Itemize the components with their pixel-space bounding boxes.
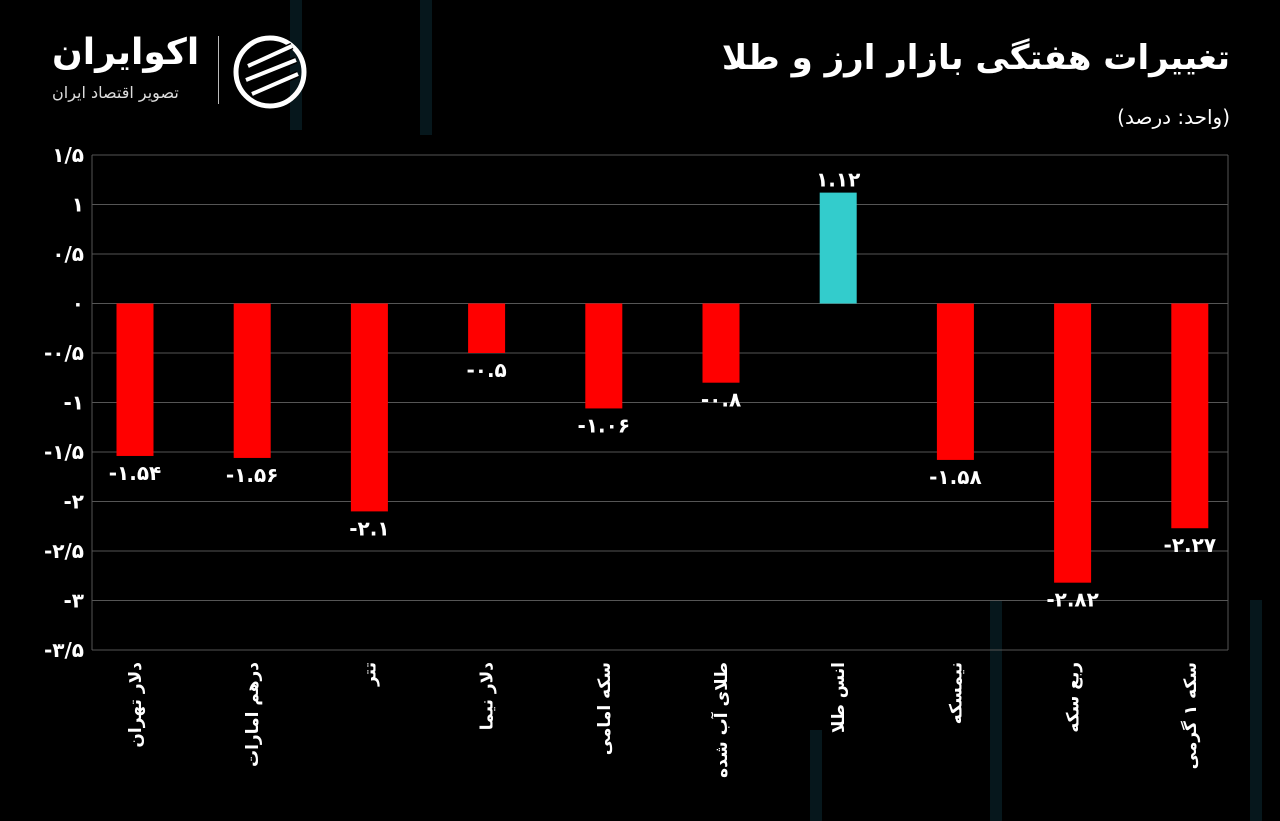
y-tick-label: ۱ (72, 193, 84, 217)
y-tick-label: ۰/۵ (52, 242, 84, 266)
data-label: -۱.۵۶ (226, 463, 279, 487)
logo-icon (233, 35, 307, 109)
y-tick-label: ۰ (72, 292, 84, 316)
bar (350, 303, 388, 512)
y-tick-label: -۳ (63, 589, 84, 613)
logo-name: اکوایران (52, 32, 200, 73)
data-label: -۰.۸ (701, 388, 741, 412)
data-label: -۲.۱ (349, 516, 389, 540)
y-tick-label: -۲/۵ (44, 539, 84, 563)
logo-divider (218, 36, 219, 104)
data-label: ۱.۱۲ (816, 168, 860, 192)
y-tick-label: -۳/۵ (44, 638, 84, 662)
x-category-label: تتر (360, 662, 380, 687)
x-category-label: دلار تهران (126, 662, 146, 748)
bar (1171, 303, 1209, 529)
y-tick-label: -۱ (63, 391, 84, 415)
x-category-label: طلای آب شده (710, 662, 732, 778)
x-category-label: دلار نیما (478, 662, 498, 730)
chart-title: تغییرات هفتگی بازار ارز و طلا (721, 38, 1230, 78)
bar (702, 303, 740, 383)
bar (233, 303, 271, 458)
x-category-label: سکه امامی (595, 662, 615, 755)
bar (819, 192, 857, 304)
background-decoration (990, 600, 1002, 821)
logo-tagline: تصویر اقتصاد ایران (52, 83, 179, 102)
x-category-label: سکه ۱ گرمی (1180, 662, 1201, 769)
bar (936, 303, 974, 460)
bar (585, 303, 623, 409)
y-tick-label: -۲ (63, 490, 84, 514)
bar (1054, 303, 1092, 583)
data-label: -۱.۰۶ (578, 413, 631, 437)
x-category-label: درهم امارات (243, 662, 263, 767)
x-category-label: ربع سکه (1064, 662, 1084, 733)
background-decoration (810, 730, 822, 821)
chart-unit: (واحد: درصد) (1117, 105, 1230, 129)
data-label: -۱.۵۸ (929, 465, 982, 489)
data-label: -۲.۲۷ (1164, 533, 1217, 557)
background-decoration (420, 0, 432, 135)
y-tick-label: ۱/۵ (52, 143, 84, 167)
data-label: -۰.۵ (466, 358, 506, 382)
bar (468, 303, 506, 353)
data-label: -۱.۵۴ (109, 461, 162, 485)
y-tick-label: -۰/۵ (44, 341, 84, 365)
y-tick-label: -۱/۵ (44, 440, 84, 464)
background-decoration (1250, 600, 1262, 821)
x-category-label: انس طلا (829, 662, 849, 733)
x-category-label: نیمسکه (946, 662, 966, 724)
data-label: -۲.۸۲ (1046, 588, 1099, 612)
bar (116, 303, 154, 456)
